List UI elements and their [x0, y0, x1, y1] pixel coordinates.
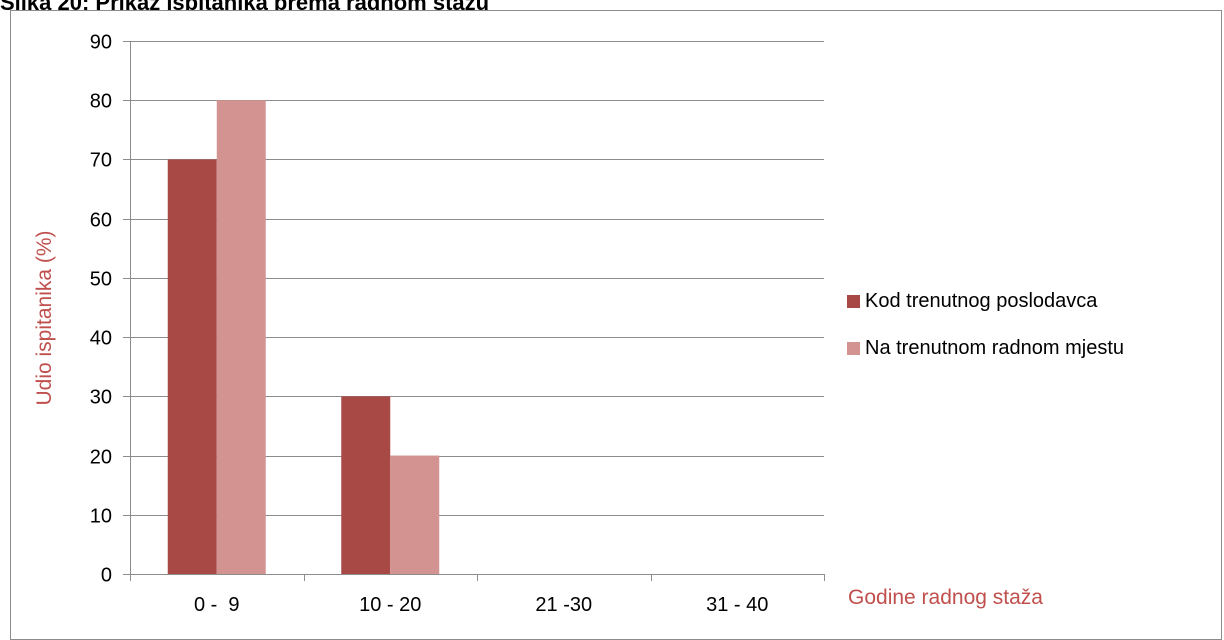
y-tick-label: 50: [90, 269, 112, 291]
y-tick-label: 80: [90, 91, 112, 113]
x-tick-label: 21 -30: [535, 594, 592, 616]
bar-na-trenutnom-radnom-mjestu: [216, 100, 266, 574]
x-tick-label: 31 - 40: [706, 594, 768, 616]
legend-label: Kod trenutnog poslodavca: [865, 290, 1098, 312]
y-tick-label: 0: [101, 565, 112, 587]
x-tick-label: 0 - 9: [194, 594, 240, 616]
x-axis-title: Godine radnog staža: [848, 586, 1043, 609]
bar-kod-trenutnog-poslodavca: [167, 159, 217, 574]
legend: Kod trenutnog poslodavca Na trenutnom rad…: [847, 290, 1124, 359]
y-axis-title: Udio ispitanika (%): [33, 230, 56, 405]
y-tick-label: 60: [90, 210, 112, 232]
legend-swatch: [847, 295, 860, 308]
legend-swatch: [847, 342, 860, 355]
legend-label: Na trenutnom radnom mjestu: [865, 337, 1124, 359]
bars: [167, 100, 440, 574]
y-tick-label: 40: [90, 328, 112, 350]
y-tick-label: 70: [90, 150, 112, 172]
tick-labels: 0 10 20 30 40 50 60 70 80 90 0 - 9 10 - 20 21 -30 31 …: [90, 32, 769, 617]
y-tick-label: 10: [90, 506, 112, 528]
y-tick-label: 20: [90, 447, 112, 469]
y-tick-label: 90: [90, 32, 112, 54]
axes: [123, 41, 825, 581]
x-tick-label: 10 - 20: [359, 594, 421, 616]
y-tick-label: 30: [90, 387, 112, 409]
bar-kod-trenutnog-poslodavca: [341, 396, 391, 574]
bar-na-trenutnom-radnom-mjestu: [390, 455, 440, 574]
